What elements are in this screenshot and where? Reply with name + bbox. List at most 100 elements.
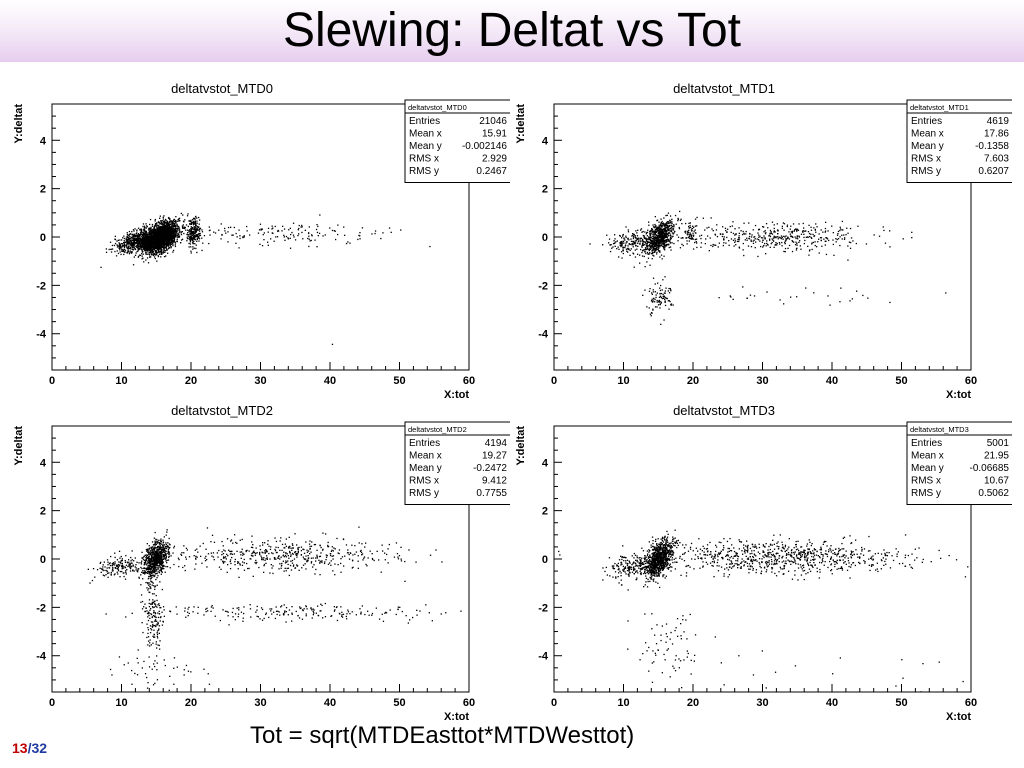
scatter-point	[153, 231, 155, 233]
scatter-point	[151, 246, 153, 248]
scatter-point	[137, 248, 139, 250]
scatter-point	[131, 239, 133, 242]
scatter-point	[668, 229, 670, 231]
scatter-point	[163, 233, 165, 235]
scatter-point	[144, 245, 146, 247]
scatter-point	[176, 231, 178, 233]
scatter-point	[141, 249, 143, 251]
scatter-point	[665, 224, 667, 227]
scatter-point	[713, 244, 715, 246]
scatter-point	[160, 243, 162, 245]
scatter-point	[651, 246, 653, 248]
scatter-point	[667, 222, 669, 225]
scatter-point	[648, 245, 651, 247]
scatter-point	[660, 231, 662, 233]
scatter-point	[301, 231, 303, 234]
scatter-point	[147, 229, 150, 231]
scatter-point	[162, 237, 164, 239]
scatter-point	[157, 228, 160, 231]
scatter-point	[754, 236, 756, 238]
scatter-point	[804, 230, 806, 232]
scatter-point	[637, 229, 639, 231]
scatter-point	[199, 228, 201, 230]
scatter-point	[122, 245, 124, 247]
scatter-point	[171, 220, 173, 222]
scatter-point	[758, 234, 760, 236]
scatter-point	[168, 227, 171, 229]
scatter-point	[889, 301, 891, 304]
scatter-point	[214, 232, 217, 234]
scatter-point	[791, 235, 793, 237]
scatter-point	[124, 249, 127, 251]
scatter-point	[142, 236, 144, 238]
scatter-point	[850, 237, 853, 239]
scatter-point	[146, 240, 148, 243]
scatter-point	[166, 232, 169, 234]
scatter-point	[164, 218, 167, 221]
scatter-point	[130, 248, 132, 250]
scatter-point	[176, 233, 179, 235]
scatter-point	[654, 283, 656, 285]
scatter-point	[138, 248, 141, 250]
scatter-point	[671, 226, 673, 229]
scatter-point	[642, 241, 644, 243]
scatter-point	[148, 247, 150, 249]
scatter-point	[156, 229, 159, 231]
scatter-point	[192, 242, 194, 244]
scatter-point	[696, 242, 698, 244]
scatter-point	[166, 222, 168, 224]
scatter-point	[151, 241, 153, 243]
scatter-point	[176, 239, 178, 241]
scatter-point	[742, 249, 744, 251]
scatter-point	[658, 233, 660, 235]
scatter-point	[127, 249, 129, 251]
scatter-point	[126, 252, 128, 254]
scatter-point	[639, 254, 641, 256]
scatter-point	[165, 246, 167, 248]
scatter-point	[146, 245, 148, 247]
scatter-point	[162, 246, 164, 249]
scatter-point	[723, 236, 725, 238]
scatter-point	[670, 303, 673, 305]
scatter-point	[774, 236, 776, 238]
scatter-point	[126, 243, 128, 245]
scatter-point	[780, 235, 783, 237]
scatter-point	[664, 301, 666, 303]
scatter-point	[152, 246, 154, 248]
scatter-point	[643, 255, 645, 258]
scatter-point	[650, 233, 652, 235]
scatter-point	[746, 237, 748, 239]
scatter-point	[672, 304, 674, 306]
scatter-point	[641, 240, 643, 242]
scatter-point	[777, 238, 779, 240]
scatter-point	[790, 296, 792, 298]
scatter-point	[819, 237, 822, 239]
scatter-point	[651, 298, 653, 300]
scatter-point	[153, 240, 156, 242]
scatter-point	[345, 242, 348, 245]
scatter-point	[802, 222, 804, 225]
scatter-point	[681, 243, 683, 245]
scatter-point	[857, 225, 859, 227]
scatter-point	[148, 251, 151, 254]
scatter-point	[667, 232, 669, 234]
scatter-point	[162, 243, 165, 245]
scatter-point	[849, 247, 852, 249]
scatter-point	[670, 230, 672, 232]
scatter-point	[144, 225, 146, 227]
scatter-point	[786, 237, 788, 240]
scatter-point	[123, 253, 125, 256]
scatter-point	[638, 237, 640, 239]
stats-value: 0.2467	[476, 166, 507, 177]
scatter-point	[166, 221, 168, 223]
scatter-point	[158, 244, 160, 246]
scatter-point	[144, 238, 147, 240]
scatter-point	[748, 238, 751, 240]
scatter-point	[653, 249, 655, 251]
scatter-point	[165, 236, 167, 238]
scatter-point	[149, 256, 151, 258]
scatter-point	[166, 233, 168, 235]
scatter-point	[749, 294, 752, 296]
scatter-point	[668, 292, 671, 294]
scatter-point	[118, 244, 121, 246]
